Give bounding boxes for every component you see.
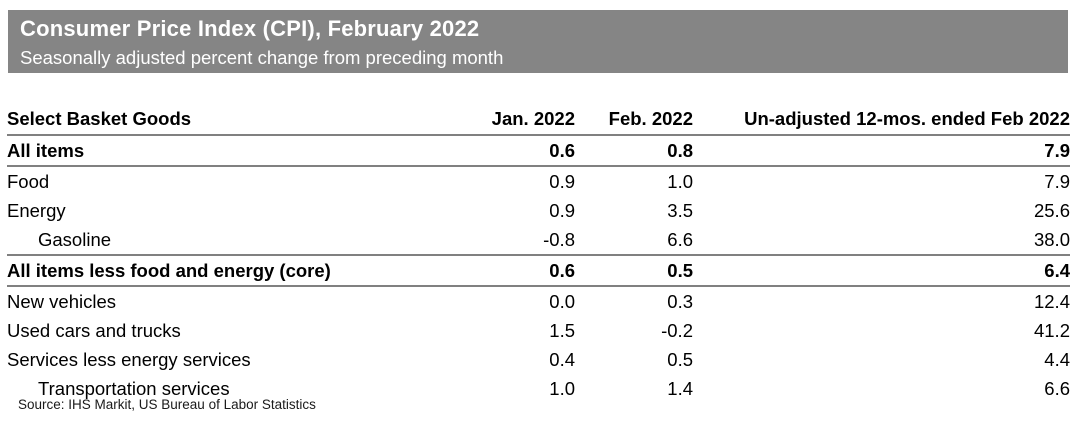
table-row-core: All items less food and energy (core) 0.… xyxy=(7,255,1070,287)
report-title: Consumer Price Index (CPI), February 202… xyxy=(20,16,480,41)
table-row-food: Food 0.9 1.0 7.9 xyxy=(7,166,1070,196)
row-label: New vehicles xyxy=(7,290,116,312)
table-row-energy: Energy 0.9 3.5 25.6 xyxy=(7,196,1070,225)
value-cell: 0.9 xyxy=(549,170,575,192)
row-label: Gasoline xyxy=(7,225,447,256)
row-label: All items xyxy=(7,135,447,167)
column-header-jan-2022: Jan. 2022 xyxy=(447,104,575,136)
row-label: All items less food and energy (core) xyxy=(7,255,447,287)
table-row-new-vehicles: New vehicles 0.0 0.3 12.4 xyxy=(7,286,1070,316)
value-cell: 7.9 xyxy=(1044,170,1070,192)
value-cell: 4.4 xyxy=(1044,348,1070,370)
value-cell: 12.4 xyxy=(1033,290,1070,312)
value-cell: 1.0 xyxy=(667,170,693,192)
table-row-services-less-energy: Services less energy services 0.4 0.5 4.… xyxy=(7,345,1070,374)
value-cell: 1.4 xyxy=(667,377,693,399)
row-label: Food xyxy=(7,170,50,192)
column-header-basket-goods: Select Basket Goods xyxy=(7,104,447,136)
source-note: Source: IHS Markit, US Bureau of Labor S… xyxy=(18,397,316,412)
column-header-unadjusted-12mos: Un-adjusted 12-mos. ended Feb 2022 xyxy=(693,104,1070,136)
column-header-feb-2022: Feb. 2022 xyxy=(575,104,693,136)
value-cell: 1.5 xyxy=(549,319,575,341)
value-cell: 0.8 xyxy=(575,135,693,167)
value-cell: 25.6 xyxy=(1033,199,1070,221)
value-cell: 6.6 xyxy=(575,225,693,256)
value-cell: 0.6 xyxy=(447,255,575,287)
row-label: Used cars and trucks xyxy=(7,319,181,341)
value-cell: 0.6 xyxy=(447,135,575,167)
value-cell: 6.4 xyxy=(693,255,1070,287)
value-cell: 0.9 xyxy=(549,199,575,221)
table-row-transportation-services: Transportation services 1.0 1.4 6.6 xyxy=(7,374,1070,403)
value-cell: 6.6 xyxy=(1044,377,1070,399)
value-cell: 41.2 xyxy=(1033,319,1070,341)
value-cell: 7.9 xyxy=(693,135,1070,167)
value-cell: 0.3 xyxy=(667,290,693,312)
table-header-row: Select Basket Goods Jan. 2022 Feb. 2022 … xyxy=(7,104,1070,136)
value-cell: 38.0 xyxy=(693,225,1070,256)
row-label: Services less energy services xyxy=(7,348,251,370)
table-row-gasoline: Gasoline -0.8 6.6 38.0 xyxy=(7,225,1070,256)
value-cell: 0.0 xyxy=(549,290,575,312)
value-cell: -0.8 xyxy=(447,225,575,256)
report-subtitle: Seasonally adjusted percent change from … xyxy=(20,47,504,69)
value-cell: 0.5 xyxy=(667,348,693,370)
value-cell: 1.0 xyxy=(549,377,575,399)
value-cell: -0.2 xyxy=(661,319,693,341)
table-row-used-cars: Used cars and trucks 1.5 -0.2 41.2 xyxy=(7,316,1070,345)
row-label: Energy xyxy=(7,199,66,221)
cpi-table: Select Basket Goods Jan. 2022 Feb. 2022 … xyxy=(7,104,1070,403)
header-bar: Consumer Price Index (CPI), February 202… xyxy=(8,10,1068,73)
table-row-all-items: All items 0.6 0.8 7.9 xyxy=(7,135,1070,167)
value-cell: 3.5 xyxy=(667,199,693,221)
value-cell: 0.4 xyxy=(549,348,575,370)
row-label: Transportation services xyxy=(38,377,230,399)
value-cell: 0.5 xyxy=(575,255,693,287)
